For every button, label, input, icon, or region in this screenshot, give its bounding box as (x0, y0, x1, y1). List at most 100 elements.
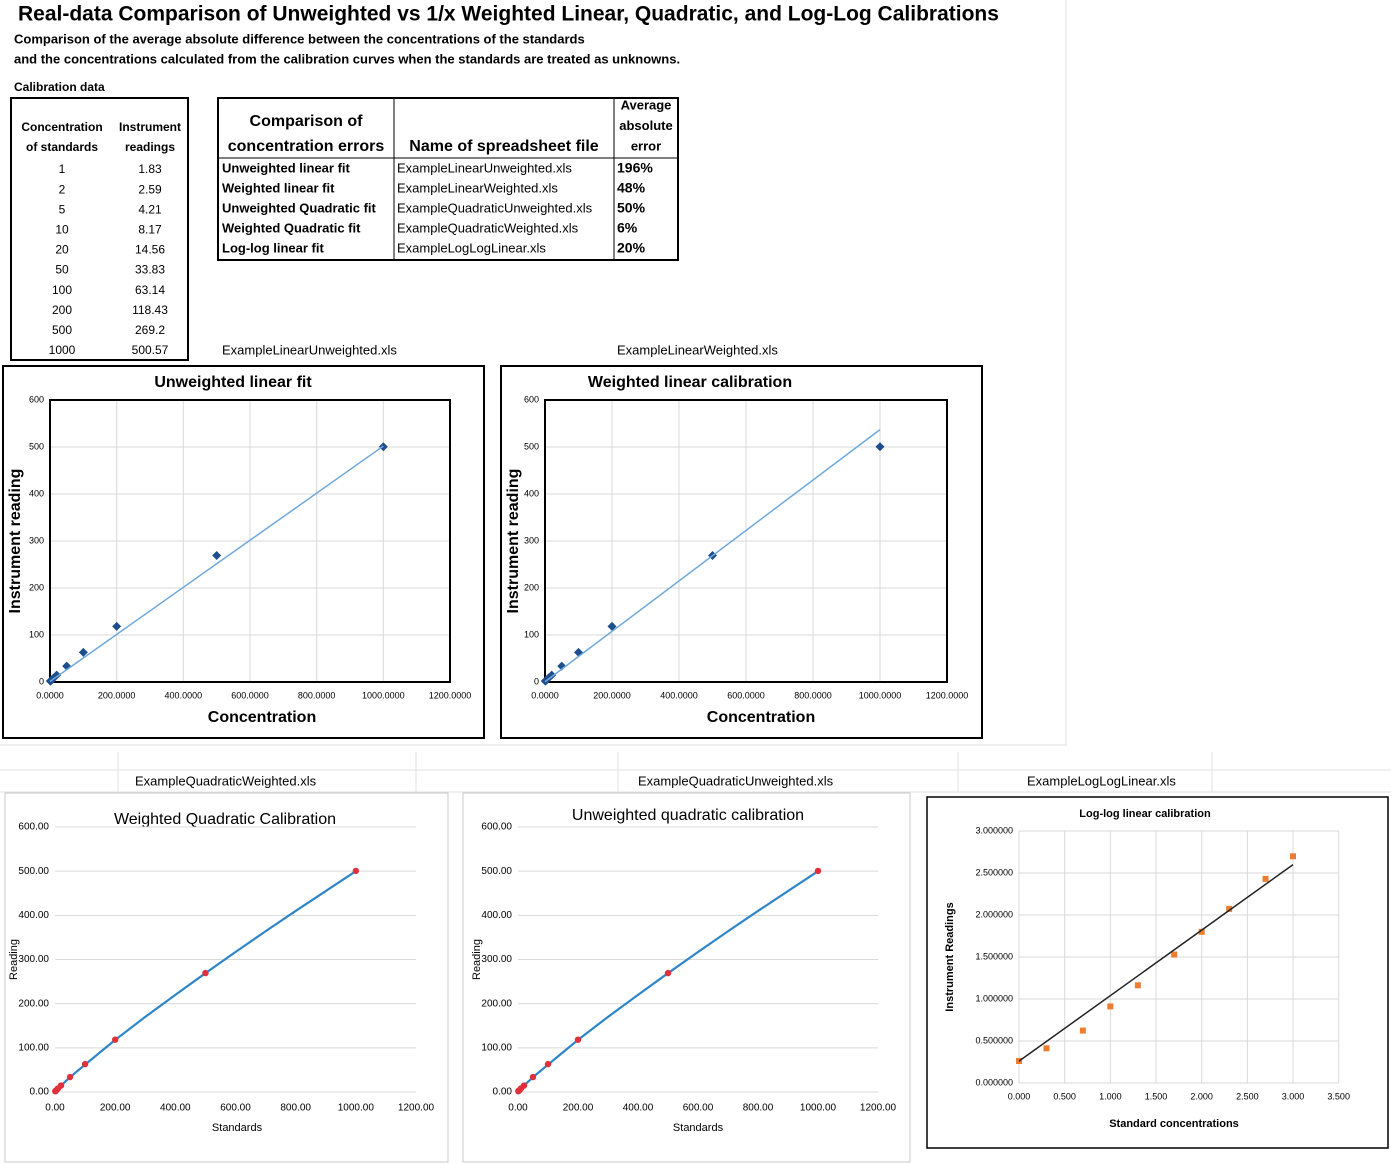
data-point (111, 1036, 119, 1043)
table-cell: 196% (617, 160, 653, 176)
x-tick-label: 800.0000 (298, 690, 336, 700)
table-cell: 4.21 (138, 202, 162, 216)
comparison-table-border (217, 97, 679, 261)
file-label: ExampleLinearWeighted.xls (617, 342, 778, 357)
chart: Unweighted quadratic calibration 0.00 100.… (462, 792, 911, 1163)
x-tick-label: 3.000 (1282, 1091, 1305, 1101)
y-tick-label: 600 (524, 394, 539, 404)
chart-frame (926, 796, 1389, 1149)
y-tick-label: 0 (39, 676, 44, 686)
plot-area (544, 399, 948, 683)
x-tick-label: 1000.0000 (859, 690, 902, 700)
y-axis-title: Reading (8, 939, 20, 980)
x-tick-label: 200.00 (563, 1103, 594, 1114)
x-axis-title: Concentration (208, 709, 316, 726)
table-cell: Unweighted Quadratic fit (222, 200, 377, 215)
y-tick-label: 0 (534, 676, 539, 686)
table-cell: 33.83 (135, 263, 165, 277)
table-cell: 100 (52, 283, 72, 297)
data-point (574, 1036, 582, 1043)
y-tick-label: 100.00 (18, 1042, 49, 1053)
chart-frame (500, 365, 983, 739)
y-tick-label: 0.500000 (975, 1035, 1013, 1045)
chart-title: Weighted Quadratic Calibration (114, 811, 336, 828)
table-cell: 50 (55, 263, 69, 277)
data-point (52, 670, 62, 680)
file-label: ExampleQuadraticWeighted.xls (135, 773, 317, 788)
table-cell: Log-log linear fit (222, 240, 324, 255)
x-tick-label: 0.0000 (531, 690, 559, 700)
x-tick-label: 3.500 (1327, 1091, 1350, 1101)
x-tick-label: 800.00 (743, 1103, 774, 1114)
y-tick-label: 0.00 (493, 1087, 513, 1098)
chart: Log-log linear calibration0.0000000.5000… (926, 796, 1389, 1149)
data-point (607, 621, 617, 631)
table-cell: 269.2 (135, 323, 165, 337)
x-tick-label: 1000.00 (800, 1103, 837, 1114)
chart-frame (2, 365, 485, 739)
x-tick-label: 400.00 (160, 1103, 191, 1114)
data-point (1198, 928, 1205, 935)
fit-line (1018, 863, 1294, 1062)
x-tick-label: 600.0000 (231, 690, 269, 700)
table-cell: 200 (52, 303, 72, 317)
chart-title: Log-log linear calibration (1079, 808, 1211, 820)
chart-frame (462, 792, 911, 1163)
chart: Weighted Quadratic Calibration 0.00 100.00… (4, 792, 449, 1163)
table-cell: ExampleLinearWeighted.xls (397, 180, 558, 195)
x-tick-label: 2.500 (1236, 1091, 1259, 1101)
x-tick-label: 200.0000 (98, 690, 136, 700)
data-point (112, 621, 122, 631)
table-cell: Weighted linear fit (222, 180, 335, 195)
x-tick-label: 0.0000 (36, 690, 64, 700)
table-cell: 20 (55, 243, 69, 257)
table-caption: Calibration data (14, 80, 105, 94)
column-header: of standards (26, 140, 98, 154)
chart-title: Weighted linear calibration (588, 374, 792, 391)
table-cell: 500 (52, 323, 72, 337)
y-tick-label: 500.00 (18, 866, 49, 877)
y-tick-label: 600.00 (481, 822, 512, 833)
data-point (202, 969, 209, 977)
file-label: ExampleQuadraticUnweighted.xls (638, 773, 834, 788)
calibration-table-border (10, 97, 189, 361)
y-tick-label: 400 (29, 488, 44, 498)
data-point (1107, 1003, 1114, 1010)
table-cell: 63.14 (135, 283, 165, 297)
data-point (1079, 1027, 1086, 1034)
table-cell: 500.57 (132, 343, 169, 357)
table-cell: ExampleQuadraticWeighted.xls (397, 220, 579, 235)
table-cell: 10 (55, 222, 69, 236)
x-axis-title: Standard concentrations (1109, 1118, 1239, 1130)
data-point (544, 1060, 552, 1068)
column-header: absolute (619, 118, 672, 133)
data-point (212, 550, 222, 560)
x-tick-label: 1200.0000 (429, 690, 472, 700)
x-tick-label: 1000.00 (338, 1103, 375, 1114)
y-axis-title: Instrument Readings (944, 902, 956, 1011)
y-tick-label: 500.00 (481, 866, 512, 877)
y-tick-label: 400.00 (18, 910, 49, 921)
x-tick-label: 1200.00 (860, 1103, 897, 1114)
data-point (66, 1073, 74, 1081)
y-tick-label: 0.00 (30, 1087, 50, 1098)
y-axis-title: Reading (471, 939, 483, 980)
x-tick-label: 1.500 (1145, 1091, 1168, 1101)
column-header: Comparison of (250, 113, 364, 130)
column-header: Name of spreadsheet file (409, 138, 599, 155)
y-tick-label: 2.500000 (975, 867, 1013, 877)
table-cell: 20% (617, 240, 646, 256)
table-cell: ExampleLinearUnweighted.xls (397, 160, 572, 175)
x-tick-label: 800.0000 (794, 690, 832, 700)
y-tick-label: 600.00 (18, 822, 49, 833)
x-tick-label: 2.000 (1190, 1091, 1213, 1101)
x-tick-label: 0.000 (1008, 1091, 1031, 1101)
fit-line (49, 445, 384, 683)
plot-area (49, 399, 451, 683)
x-tick-label: 1.000 (1099, 1091, 1122, 1101)
sheet-grid (0, 0, 1391, 793)
table-cell: Weighted Quadratic fit (222, 220, 361, 235)
y-tick-label: 2.000000 (975, 909, 1013, 919)
data-point (875, 442, 885, 452)
